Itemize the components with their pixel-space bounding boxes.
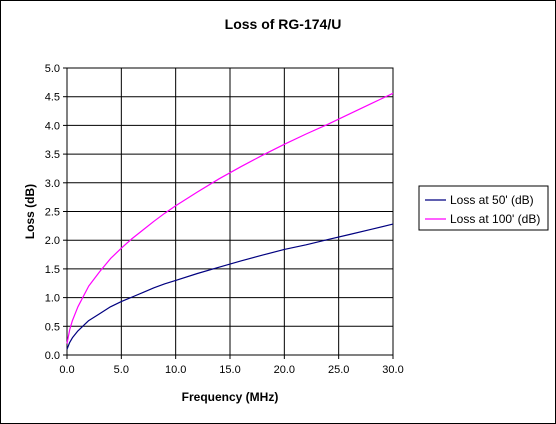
- x-tick-label: 0.0: [59, 364, 74, 376]
- legend-label-50ft: Loss at 50' (dB): [450, 193, 534, 207]
- y-tick-label: 0.5: [45, 321, 60, 333]
- series-line-100ft: [66, 92, 394, 344]
- legend-label-100ft: Loss at 100' (dB): [450, 212, 540, 226]
- x-tick-label: 5.0: [114, 364, 129, 376]
- x-tick-label: 20.0: [274, 364, 295, 376]
- grid-lines: [67, 68, 393, 355]
- x-tick-label: 25.0: [328, 364, 349, 376]
- y-tick-label: 3.5: [45, 149, 60, 161]
- series-line-50ft: [66, 223, 394, 350]
- y-tick-label: 1.5: [45, 264, 60, 276]
- y-tick-label: 0.0: [45, 350, 60, 362]
- y-tick-label: 2.0: [45, 235, 60, 247]
- y-axis-label: Loss (dB): [23, 184, 37, 239]
- y-axis-ticks: 0.0 0.5 1.0 1.5 2.0 2.5 3.0 3.5 4.0 4.5 5.0: [45, 63, 67, 362]
- x-tick-label: 15.0: [219, 364, 240, 376]
- y-tick-label: 5.0: [45, 63, 60, 75]
- x-axis-ticks: 0.0 5.0 10.0 15.0 20.0 25.0 30.0: [59, 355, 404, 376]
- y-tick-label: 3.0: [45, 178, 60, 190]
- x-tick-label: 30.0: [382, 364, 403, 376]
- x-tick-label: 10.0: [165, 364, 186, 376]
- y-tick-label: 1.0: [45, 293, 60, 305]
- series-lines: [66, 92, 394, 350]
- y-tick-label: 4.0: [45, 120, 60, 132]
- x-axis-label: Frequency (MHz): [182, 390, 279, 404]
- y-tick-label: 2.5: [45, 207, 60, 219]
- chart-title: Loss of RG-174/U: [225, 16, 342, 32]
- y-tick-label: 4.5: [45, 92, 60, 104]
- legend: Loss at 50' (dB) Loss at 100' (dB): [418, 185, 549, 231]
- legend-box: [418, 185, 549, 231]
